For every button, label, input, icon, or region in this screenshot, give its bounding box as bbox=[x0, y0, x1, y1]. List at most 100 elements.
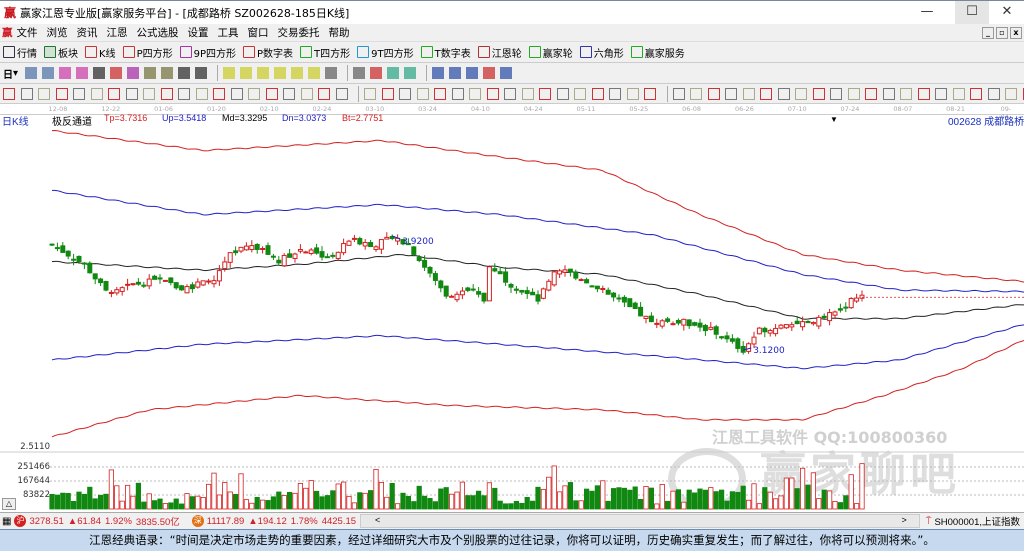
scroll-right-button[interactable]: > bbox=[901, 515, 907, 525]
drawing-tool-48-icon[interactable] bbox=[865, 87, 877, 100]
drawing-tool-24-icon[interactable] bbox=[434, 87, 446, 100]
chart-tool-24-icon[interactable] bbox=[466, 67, 479, 79]
drawing-tool-29-icon[interactable] bbox=[521, 87, 534, 100]
drawing-tool-33-icon[interactable] bbox=[591, 87, 604, 100]
toolbar-kline-button[interactable]: K线 bbox=[85, 45, 116, 60]
toolbar-9p-button[interactable]: 9P四方形 bbox=[179, 45, 236, 60]
drawing-tool-53-icon[interactable] bbox=[952, 87, 965, 100]
menu-info[interactable]: 资讯 bbox=[76, 27, 98, 39]
drawing-tool-2-icon[interactable] bbox=[38, 87, 50, 100]
drawing-tool-44-icon[interactable] bbox=[795, 87, 807, 100]
toolbar-9t-button[interactable]: 9T四方形 bbox=[357, 45, 414, 60]
menu-trade[interactable]: 交易委托 bbox=[277, 27, 320, 39]
drawing-tool-18-icon[interactable] bbox=[318, 87, 330, 100]
drawing-tool-52-icon[interactable] bbox=[935, 87, 947, 100]
app-menu-logo[interactable]: 赢 bbox=[2, 27, 13, 39]
chart-tool-1-icon[interactable] bbox=[42, 67, 55, 79]
horizontal-scrollbar[interactable]: < > bbox=[360, 514, 920, 528]
close-button[interactable]: ✕ bbox=[1001, 4, 1013, 19]
ticker-label[interactable]: SH000001,上证指数 bbox=[934, 517, 1020, 528]
indicator-name[interactable]: 极反通道 bbox=[52, 117, 92, 128]
drawing-tool-30-icon[interactable] bbox=[539, 87, 551, 100]
menu-settings[interactable]: 设置 bbox=[187, 27, 209, 39]
menu-formula[interactable]: 公式选股 bbox=[136, 27, 179, 39]
chart-tool-17-icon[interactable] bbox=[325, 67, 338, 79]
toolbar-winner-wheel-button[interactable]: 赢家轮 bbox=[528, 45, 573, 60]
chart-tool-20-icon[interactable] bbox=[387, 67, 400, 79]
drawing-tool-17-icon[interactable] bbox=[300, 87, 313, 100]
toolbar-blocks-button[interactable]: 板块 bbox=[44, 45, 78, 60]
toolbar-hexagon-button[interactable]: 六角形 bbox=[579, 45, 624, 60]
drawing-tool-38-icon[interactable] bbox=[690, 87, 702, 100]
drawing-tool-35-icon[interactable] bbox=[626, 87, 639, 100]
drawing-tool-14-icon[interactable] bbox=[248, 87, 260, 100]
drawing-tool-51-icon[interactable] bbox=[917, 87, 930, 100]
chart-tool-18-icon[interactable] bbox=[353, 67, 366, 79]
menu-gann[interactable]: 江恩 bbox=[106, 27, 128, 39]
mdi-close-button[interactable]: x bbox=[1010, 27, 1022, 39]
menu-browse[interactable]: 浏览 bbox=[46, 27, 68, 39]
chart-tool-8-icon[interactable] bbox=[161, 67, 174, 79]
drawing-tool-1-icon[interactable] bbox=[20, 87, 33, 100]
chart-tool-3-icon[interactable] bbox=[76, 67, 89, 79]
menu-file[interactable]: 文件 bbox=[16, 27, 38, 39]
drawing-tool-0-icon[interactable] bbox=[3, 87, 15, 100]
toolbar-dollar-button[interactable]: 赢家服务 bbox=[630, 45, 685, 60]
chart-tool-9-icon[interactable] bbox=[178, 67, 191, 79]
chart-tool-16-icon[interactable] bbox=[308, 67, 321, 79]
drawing-tool-49-icon[interactable] bbox=[882, 87, 895, 100]
drawing-tool-20-icon[interactable] bbox=[364, 87, 376, 100]
drawing-tool-37-icon[interactable] bbox=[672, 87, 685, 100]
drawing-tool-31-icon[interactable] bbox=[556, 87, 569, 100]
drawing-tool-10-icon[interactable] bbox=[178, 87, 190, 100]
drawing-tool-43-icon[interactable] bbox=[777, 87, 790, 100]
chart-tool-15-icon[interactable] bbox=[291, 67, 304, 79]
chart-tool-22-icon[interactable] bbox=[432, 67, 445, 79]
menu-tools[interactable]: 工具 bbox=[217, 27, 239, 39]
maximize-button[interactable]: ☐ bbox=[955, 1, 989, 24]
drawing-tool-47-icon[interactable] bbox=[847, 87, 860, 100]
kline-chart[interactable]: 3.9200 3.1200 bbox=[0, 125, 1024, 512]
chart-tool-25-icon[interactable] bbox=[483, 67, 496, 79]
chart-tool-14-icon[interactable] bbox=[274, 67, 287, 79]
drawing-tool-50-icon[interactable] bbox=[900, 87, 912, 100]
toolbar-t4-button[interactable]: T四方形 bbox=[300, 45, 350, 60]
drawing-tool-11-icon[interactable] bbox=[195, 87, 208, 100]
toolbar-pn-button[interactable]: P数字表 bbox=[243, 45, 293, 60]
grid-icon[interactable]: ▦ bbox=[2, 515, 12, 527]
drawing-tool-46-icon[interactable] bbox=[830, 87, 842, 100]
drawing-tool-32-icon[interactable] bbox=[574, 87, 586, 100]
drawing-tool-40-icon[interactable] bbox=[725, 87, 737, 100]
menu-help[interactable]: 帮助 bbox=[328, 27, 350, 39]
drawing-tool-4-icon[interactable] bbox=[73, 87, 85, 100]
chart-tool-12-icon[interactable] bbox=[240, 67, 253, 79]
chart-tool-7-icon[interactable] bbox=[144, 67, 157, 79]
drawing-tool-22-icon[interactable] bbox=[399, 87, 411, 100]
drawing-tool-26-icon[interactable] bbox=[469, 87, 481, 100]
scroll-left-button[interactable]: < bbox=[375, 515, 381, 525]
chart-tool-23-icon[interactable] bbox=[449, 67, 462, 79]
mdi-restore-button[interactable]: ▫ bbox=[996, 27, 1008, 39]
drawing-tool-5-icon[interactable] bbox=[90, 87, 103, 100]
drawing-tool-41-icon[interactable] bbox=[742, 87, 755, 100]
chart-tool-26-icon[interactable] bbox=[500, 67, 513, 79]
drawing-tool-15-icon[interactable] bbox=[265, 87, 278, 100]
caret-down-icon[interactable]: ▼ bbox=[830, 115, 838, 124]
toolbar-grid-button[interactable]: 行情 bbox=[3, 45, 37, 60]
drawing-tool-25-icon[interactable] bbox=[451, 87, 464, 100]
mdi-minimize-button[interactable]: _ bbox=[982, 27, 994, 39]
drawing-tool-9-icon[interactable] bbox=[160, 87, 173, 100]
menu-window[interactable]: 窗口 bbox=[247, 27, 269, 39]
toolbar-gann-wheel-button[interactable]: 江恩轮 bbox=[477, 45, 522, 60]
drawing-tool-19-icon[interactable] bbox=[335, 87, 348, 100]
drawing-tool-39-icon[interactable] bbox=[707, 87, 720, 100]
drawing-tool-13-icon[interactable] bbox=[230, 87, 243, 100]
drawing-tool-42-icon[interactable] bbox=[760, 87, 772, 100]
chart-tool-13-icon[interactable] bbox=[257, 67, 270, 79]
drawing-tool-36-icon[interactable] bbox=[644, 87, 656, 100]
drawing-tool-8-icon[interactable] bbox=[143, 87, 155, 100]
chart-tool-0-icon[interactable] bbox=[25, 67, 38, 79]
drawing-tool-21-icon[interactable] bbox=[381, 87, 394, 100]
minimize-button[interactable]: — bbox=[920, 4, 934, 19]
drawing-tool-6-icon[interactable] bbox=[108, 87, 120, 100]
